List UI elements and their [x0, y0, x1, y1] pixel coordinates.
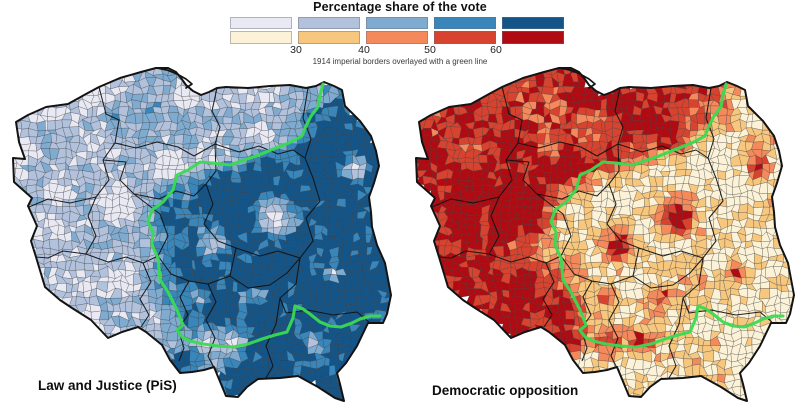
- legend-swatch-opp-reds-1: [298, 31, 360, 44]
- map-label-pis: Law and Justice (PiS): [38, 378, 177, 393]
- legend-tick-label: 30: [290, 44, 302, 56]
- imperial-border-1914-line: [146, 82, 382, 349]
- legend-swatch-opp-reds-0: [230, 31, 292, 44]
- choropleth-map-opposition: [415, 67, 795, 402]
- legend-axis: 30 40 50 60: [0, 44, 800, 57]
- map-label-opposition: Democratic opposition: [432, 383, 579, 398]
- legend-swatch-opp-reds-2: [366, 31, 428, 44]
- legend-tick-label: 50: [424, 44, 436, 56]
- imperial-border-1914-line: [549, 82, 785, 349]
- border-line-note: 1914 imperial borders overlayed with a g…: [312, 56, 488, 66]
- legend-swatch-row-opposition: [230, 31, 570, 44]
- figure-title: Percentage share of the vote: [313, 0, 487, 14]
- legend-swatch-opp-reds-3: [434, 31, 496, 44]
- legend-swatch-pis-blues-2: [366, 17, 428, 30]
- legend-swatch-pis-blues-4: [502, 17, 564, 30]
- legend-swatch-pis-blues-1: [298, 17, 360, 30]
- legend-tick-label: 40: [358, 44, 370, 56]
- legend-swatch-opp-reds-4: [502, 31, 564, 44]
- legend-swatch-row-pis: [230, 17, 570, 30]
- legend-swatch-pis-blues-0: [230, 17, 292, 30]
- choropleth-map-pis: [12, 67, 392, 402]
- legend-tick-label: 60: [490, 44, 502, 56]
- legend-swatch-pis-blues-3: [434, 17, 496, 30]
